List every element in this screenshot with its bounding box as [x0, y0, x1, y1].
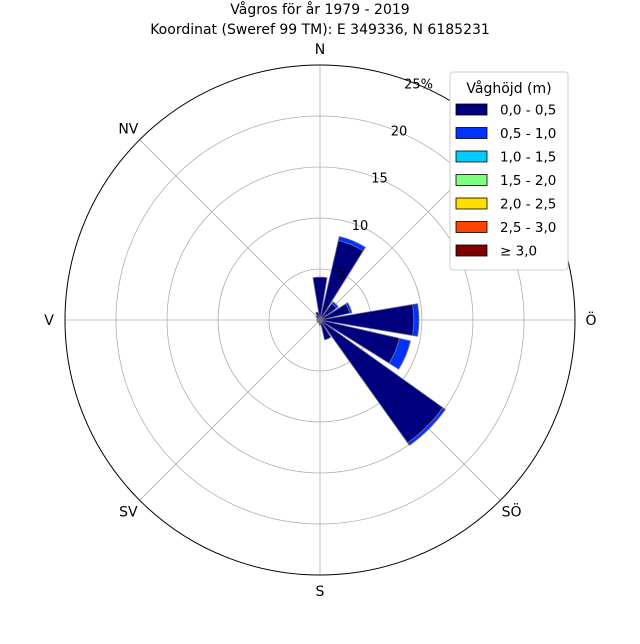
legend-swatch — [455, 244, 488, 257]
sector-bar — [337, 236, 366, 252]
direction-label: N — [315, 42, 325, 58]
radial-tick-label: 15 — [371, 172, 388, 187]
sector-bar — [318, 319, 322, 326]
sector-bars — [312, 236, 446, 446]
legend-swatch — [455, 127, 488, 139]
legend: Våghöjd (m) 0,0 - 0,5 0,5 - 1,0 1,0 - 1,5 1… — [449, 71, 569, 271]
grid-spoke — [139, 139, 321, 321]
legend-label: 0,0 - 0,5 — [500, 103, 556, 119]
legend-swatch — [455, 103, 488, 116]
direction-label: S — [316, 584, 325, 600]
legend-label: 0,5 - 1,0 — [500, 126, 556, 142]
legend-swatch — [455, 150, 488, 163]
chart-title: Vågros för år 1979 - 2019 — [230, 1, 409, 18]
legend-label: 2,5 - 3,0 — [500, 220, 556, 236]
sector-bar — [312, 276, 328, 321]
direction-label: NV — [118, 121, 138, 137]
chart-subtitle: Koordinat (Sweref 99 TM): E 349336, N 61… — [150, 22, 490, 38]
radial-tick-label: 10 — [352, 219, 369, 234]
grid-spoke — [139, 319, 321, 501]
legend-label: 2,0 - 2,5 — [500, 197, 556, 213]
direction-label: V — [44, 313, 54, 329]
legend-swatch — [455, 174, 488, 186]
legend-swatch — [455, 221, 488, 233]
legend-label: ≥ 3,0 — [500, 244, 537, 260]
sector-bar — [345, 302, 353, 314]
direction-label: Ö — [585, 311, 596, 329]
direction-label: SÖ — [502, 503, 522, 521]
sector-bar — [331, 301, 339, 309]
legend-label: 1,5 - 2,0 — [500, 173, 556, 189]
legend-items: 0,0 - 0,5 0,5 - 1,0 1,0 - 1,5 1,5 - 2,0 2,0 … — [455, 103, 556, 260]
radial-tick-label: 20 — [391, 125, 408, 140]
radial-tick-label: 5 — [336, 266, 344, 281]
radial-tick-label: 25% — [404, 77, 433, 92]
legend-title: Våghöjd (m) — [466, 80, 551, 97]
sector-bar — [315, 311, 321, 321]
polar-frame — [64, 64, 576, 576]
legend-swatch — [455, 197, 488, 210]
direction-label: SV — [119, 505, 138, 521]
legend-frame — [449, 71, 569, 271]
sector-bar — [407, 407, 446, 446]
radial-tick-labels: 5 10 15 20 25% — [336, 77, 433, 280]
sector-bar — [388, 337, 411, 370]
sector-bar — [319, 319, 332, 341]
sector-bar — [412, 303, 420, 337]
legend-label: 1,0 - 1,5 — [500, 150, 556, 166]
